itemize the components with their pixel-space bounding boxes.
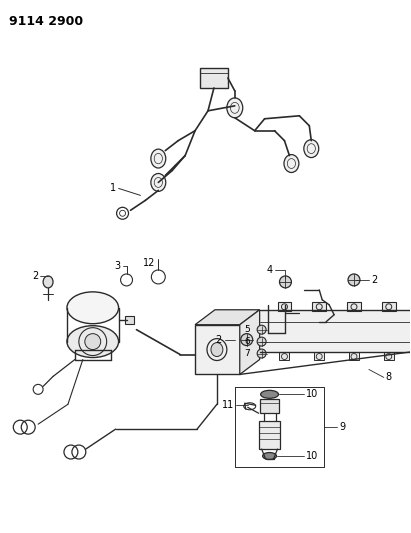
Text: 4: 4 xyxy=(266,265,272,275)
Ellipse shape xyxy=(241,334,253,345)
Bar xyxy=(384,352,394,360)
Text: 9: 9 xyxy=(339,422,345,432)
Bar xyxy=(260,399,279,413)
Text: 6: 6 xyxy=(244,337,250,346)
Ellipse shape xyxy=(284,155,299,173)
Bar xyxy=(347,302,361,311)
Text: 1: 1 xyxy=(109,183,115,193)
Ellipse shape xyxy=(227,98,243,118)
Text: 3: 3 xyxy=(114,261,120,271)
Ellipse shape xyxy=(257,325,266,334)
Bar xyxy=(277,302,291,311)
Polygon shape xyxy=(195,310,260,325)
Ellipse shape xyxy=(211,343,223,357)
Ellipse shape xyxy=(43,276,53,288)
Ellipse shape xyxy=(67,326,119,358)
Bar xyxy=(314,352,324,360)
Ellipse shape xyxy=(67,292,119,324)
Text: 2: 2 xyxy=(32,271,38,281)
Ellipse shape xyxy=(257,337,266,346)
Bar xyxy=(312,302,326,311)
Ellipse shape xyxy=(151,149,166,168)
Text: 11: 11 xyxy=(222,400,234,410)
Text: 7: 7 xyxy=(244,349,250,358)
Ellipse shape xyxy=(304,140,319,158)
Polygon shape xyxy=(240,310,260,375)
Bar xyxy=(259,421,280,449)
Polygon shape xyxy=(260,310,411,352)
Bar xyxy=(382,302,396,311)
Ellipse shape xyxy=(151,173,166,191)
Bar xyxy=(125,316,134,324)
Bar xyxy=(195,325,240,375)
Text: 5: 5 xyxy=(244,325,250,334)
Text: 2: 2 xyxy=(216,335,222,345)
Ellipse shape xyxy=(261,390,279,398)
Ellipse shape xyxy=(263,453,277,459)
Text: 2: 2 xyxy=(371,275,377,285)
Bar xyxy=(349,352,359,360)
Text: 12: 12 xyxy=(143,258,155,268)
Bar xyxy=(200,68,228,88)
Text: 10: 10 xyxy=(306,451,319,461)
Ellipse shape xyxy=(348,274,360,286)
Text: 10: 10 xyxy=(306,389,319,399)
Ellipse shape xyxy=(257,349,266,358)
Ellipse shape xyxy=(279,276,291,288)
Text: 9114 2900: 9114 2900 xyxy=(9,15,83,28)
Bar xyxy=(279,352,289,360)
Circle shape xyxy=(85,334,101,350)
Text: 8: 8 xyxy=(386,373,392,382)
